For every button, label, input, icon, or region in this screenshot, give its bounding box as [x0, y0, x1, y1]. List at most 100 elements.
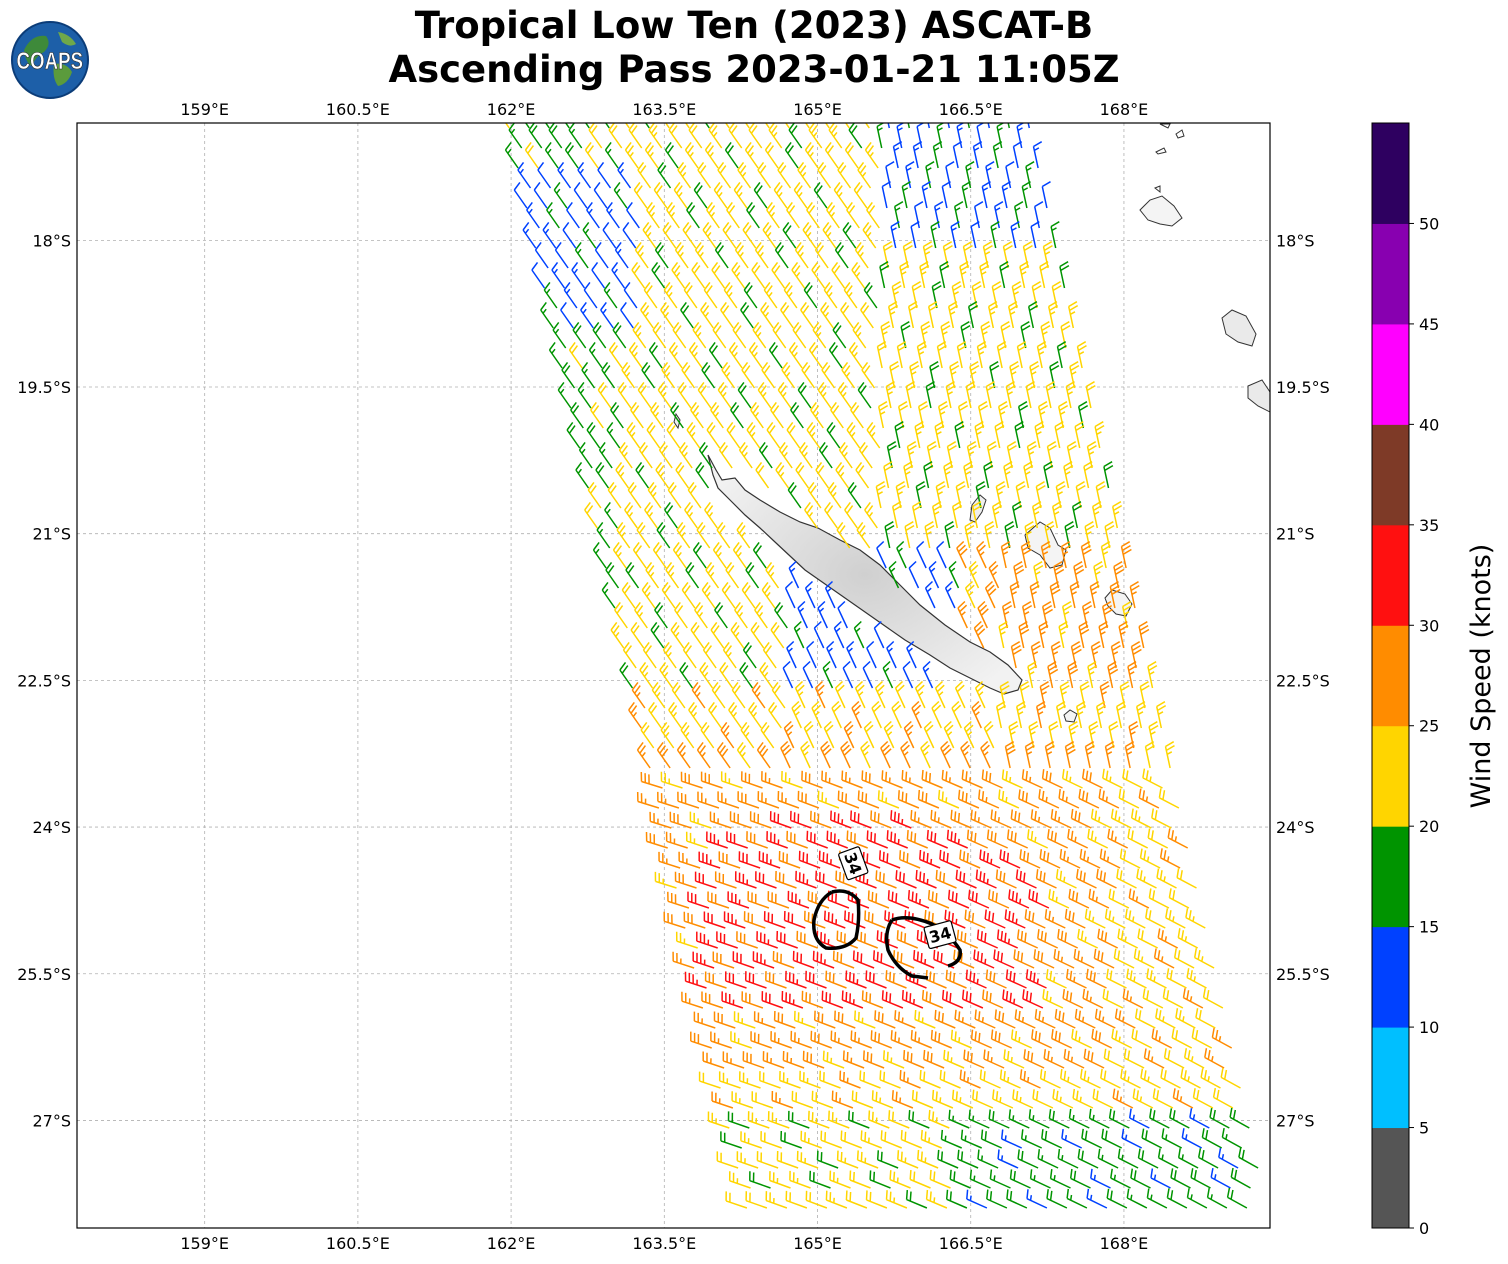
wind-barb: [1079, 681, 1090, 709]
wind-barb: [649, 811, 672, 829]
wind-barb: [784, 123, 790, 129]
wind-barb: [1049, 361, 1060, 389]
wind-barb: [761, 771, 783, 789]
wind-barb: [1075, 481, 1086, 509]
wind-barb: [820, 740, 832, 769]
wind-barb: [864, 141, 879, 169]
wind-barb: [837, 161, 852, 189]
wind-barb: [837, 600, 848, 629]
wind-barb: [712, 541, 727, 569]
wind-barb: [745, 1191, 768, 1209]
lon-tick-top: 163.5°E: [632, 100, 696, 119]
wind-barb: [524, 123, 530, 129]
wind-barb: [644, 141, 659, 169]
wind-barb: [546, 201, 560, 229]
wind-barb: [733, 181, 748, 209]
wind-barb: [924, 521, 935, 549]
wind-barb: [796, 930, 818, 949]
wind-barb: [677, 791, 700, 809]
lon-tick-top: 166.5°E: [939, 100, 1003, 119]
wind-barb: [821, 770, 843, 789]
wind-barb: [897, 1150, 919, 1169]
wind-barb: [840, 740, 852, 769]
wind-barb: [968, 560, 980, 589]
wind-barb: [881, 181, 891, 209]
wind-barb: [1035, 481, 1046, 509]
wind-barb: [1024, 521, 1035, 549]
wind-barb: [684, 123, 690, 129]
wind-barb: [639, 661, 654, 689]
wind-barb: [927, 123, 931, 129]
wind-barb: [772, 321, 787, 349]
wind-barb: [1169, 1108, 1190, 1129]
wind-barb: [720, 301, 734, 329]
wind-barb: [934, 680, 946, 709]
wind-barb: [578, 441, 593, 469]
wind-barb: [720, 771, 743, 789]
axis-tick-labels: 159°E 159°E 160.5°E 160.5°E 162°E 162°E 163.5°…: [17, 100, 1330, 1253]
wind-barb: [1041, 181, 1051, 209]
wind-barb: [956, 540, 968, 569]
wind-barb: [1004, 521, 1015, 549]
wind-barb: [1086, 441, 1097, 469]
wind-barb: [1206, 1187, 1228, 1209]
wind-barb: [652, 541, 667, 569]
wind-barb: [1153, 948, 1175, 969]
wind-barb: [1005, 381, 1016, 409]
wind-barb: [811, 261, 826, 289]
wind-barb: [876, 341, 887, 369]
wind-barb: [880, 321, 891, 349]
wind-barb: [1009, 581, 1020, 609]
wind-barb: [724, 971, 747, 989]
wind-barb: [690, 401, 704, 429]
wind-barb: [919, 1069, 941, 1089]
wind-barb: [1167, 828, 1189, 849]
wind-barb: [1155, 701, 1167, 729]
wind-barb: [548, 123, 563, 149]
wind-barb: [969, 1169, 991, 1189]
wind-barb: [1060, 541, 1071, 569]
wind-barb: [748, 341, 763, 369]
wind-barb: [1119, 681, 1130, 709]
wind-barb: [1079, 1068, 1101, 1089]
wind-barb: [968, 1109, 990, 1129]
wind-barb: [985, 161, 995, 189]
wind-barb: [885, 970, 907, 989]
wind-barb: [1132, 1088, 1154, 1109]
wind-barb: [714, 601, 728, 629]
wind-barb: [1006, 829, 1029, 849]
wind-barb: [858, 441, 873, 469]
colorbar-tick-label: 40: [1419, 415, 1439, 434]
wind-barb: [1045, 381, 1056, 409]
wind-barb: [785, 1190, 808, 1209]
wind-barb: [872, 950, 895, 969]
wind-barb: [750, 1031, 772, 1049]
wind-barb: [625, 561, 640, 589]
wind-barb: [813, 1010, 836, 1029]
wind-barb: [805, 1190, 828, 1209]
wind-barb: [829, 1170, 851, 1189]
colorbar-segment: [1372, 223, 1409, 325]
contour-34kt-west: [812, 889, 861, 951]
wind-barb: [1128, 721, 1139, 749]
wind-barb: [825, 1190, 848, 1209]
lat-tick-right: 27°S: [1276, 1111, 1315, 1130]
wind-barb: [804, 580, 816, 609]
wind-barb: [717, 161, 732, 189]
wind-barb: [751, 681, 766, 709]
wind-barb: [719, 661, 734, 689]
wind-barb: [657, 791, 680, 809]
wind-barb: [663, 911, 686, 929]
wind-barb: [906, 441, 917, 469]
wind-barb: [935, 481, 946, 509]
wind-barb: [1230, 1167, 1251, 1189]
wind-barb: [880, 740, 892, 769]
wind-barb: [973, 201, 984, 229]
wind-barb: [926, 441, 937, 469]
wind-barb: [906, 640, 917, 669]
wind-barb: [687, 891, 710, 909]
wind-barb: [811, 1090, 834, 1109]
wind-barb: [663, 281, 678, 309]
wind-barb: [717, 791, 740, 809]
wind-barb: [731, 1091, 754, 1109]
